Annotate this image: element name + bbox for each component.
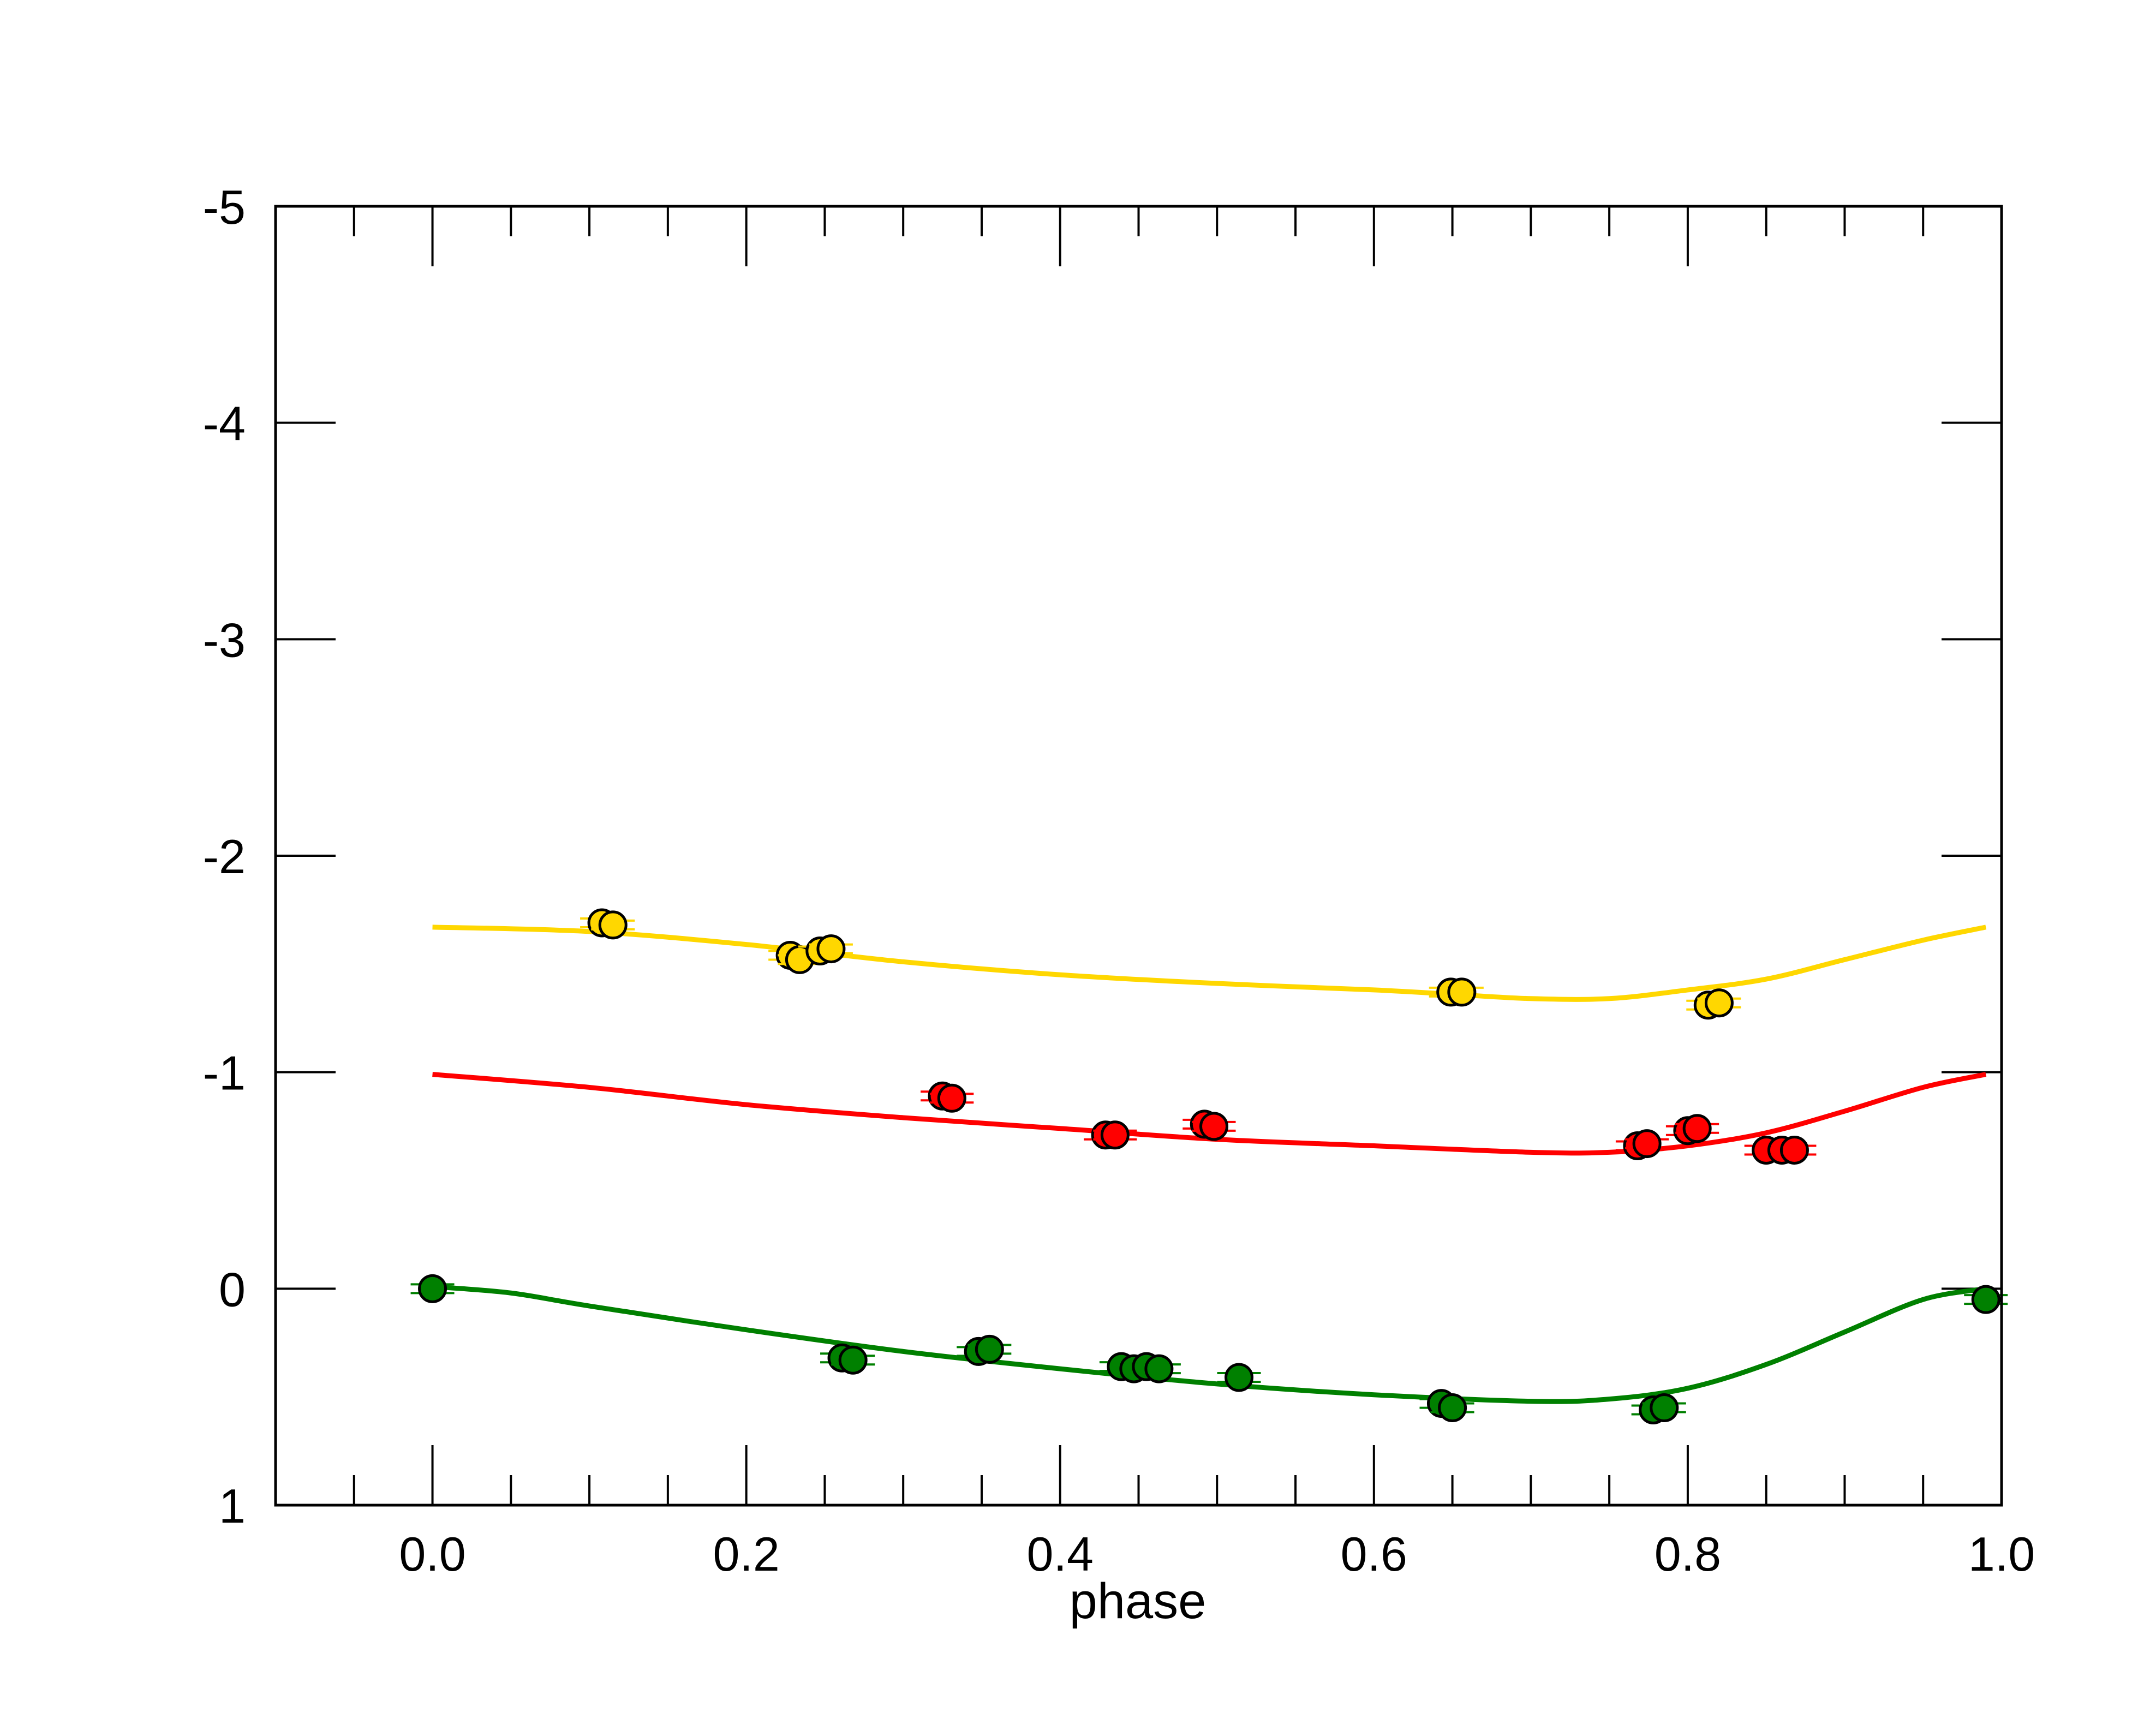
data-point	[598, 910, 628, 940]
data-point	[937, 1083, 966, 1113]
x-tick-label: 0.4	[1027, 1527, 1094, 1581]
x-tick-label: 0.6	[1341, 1527, 1407, 1581]
data-points	[410, 908, 2008, 1424]
fit-curve	[432, 1072, 1987, 1156]
y-tick-label: -1	[203, 1046, 246, 1100]
data-point	[1779, 1135, 1809, 1165]
data-point	[1704, 988, 1734, 1018]
y-tick-label: -2	[203, 830, 246, 884]
data-point	[838, 1345, 868, 1375]
y-tick-label: -3	[203, 613, 246, 667]
x-axis-ticks: 0.0 0.2 0.4 0.6 0.8 1.0	[274, 206, 2035, 1581]
data-point	[1682, 1114, 1712, 1143]
data-point	[1971, 1285, 2000, 1314]
data-point	[1632, 1129, 1662, 1159]
data-point	[1100, 1120, 1130, 1150]
y-axis-ticks: -5 -4 -3 -2 -1 0 1	[203, 180, 2002, 1533]
data-point	[1225, 1363, 1254, 1392]
x-tick-label: 0.2	[713, 1527, 779, 1581]
data-point	[1447, 977, 1477, 1007]
y-tick-label: -5	[203, 180, 246, 234]
data-point	[1199, 1112, 1229, 1141]
x-tick-label: 0.0	[399, 1527, 465, 1581]
fit-curve	[432, 1284, 1987, 1404]
x-axis-label: phase	[1070, 1573, 1207, 1629]
y-tick-label: -4	[203, 397, 246, 451]
x-tick-label: 0.8	[1655, 1527, 1721, 1581]
data-point	[975, 1334, 1004, 1364]
plot-frame	[274, 205, 2003, 1507]
fit-curve	[432, 924, 1987, 1002]
x-tick-label: 1.0	[1968, 1527, 2035, 1581]
data-point	[1650, 1393, 1679, 1422]
data-point	[418, 1274, 447, 1303]
data-point	[1144, 1354, 1174, 1383]
fit-curves	[432, 924, 1987, 1404]
data-point	[816, 934, 846, 964]
y-tick-label: 1	[219, 1479, 246, 1533]
data-point	[1438, 1393, 1467, 1422]
y-tick-label: 0	[219, 1262, 246, 1316]
